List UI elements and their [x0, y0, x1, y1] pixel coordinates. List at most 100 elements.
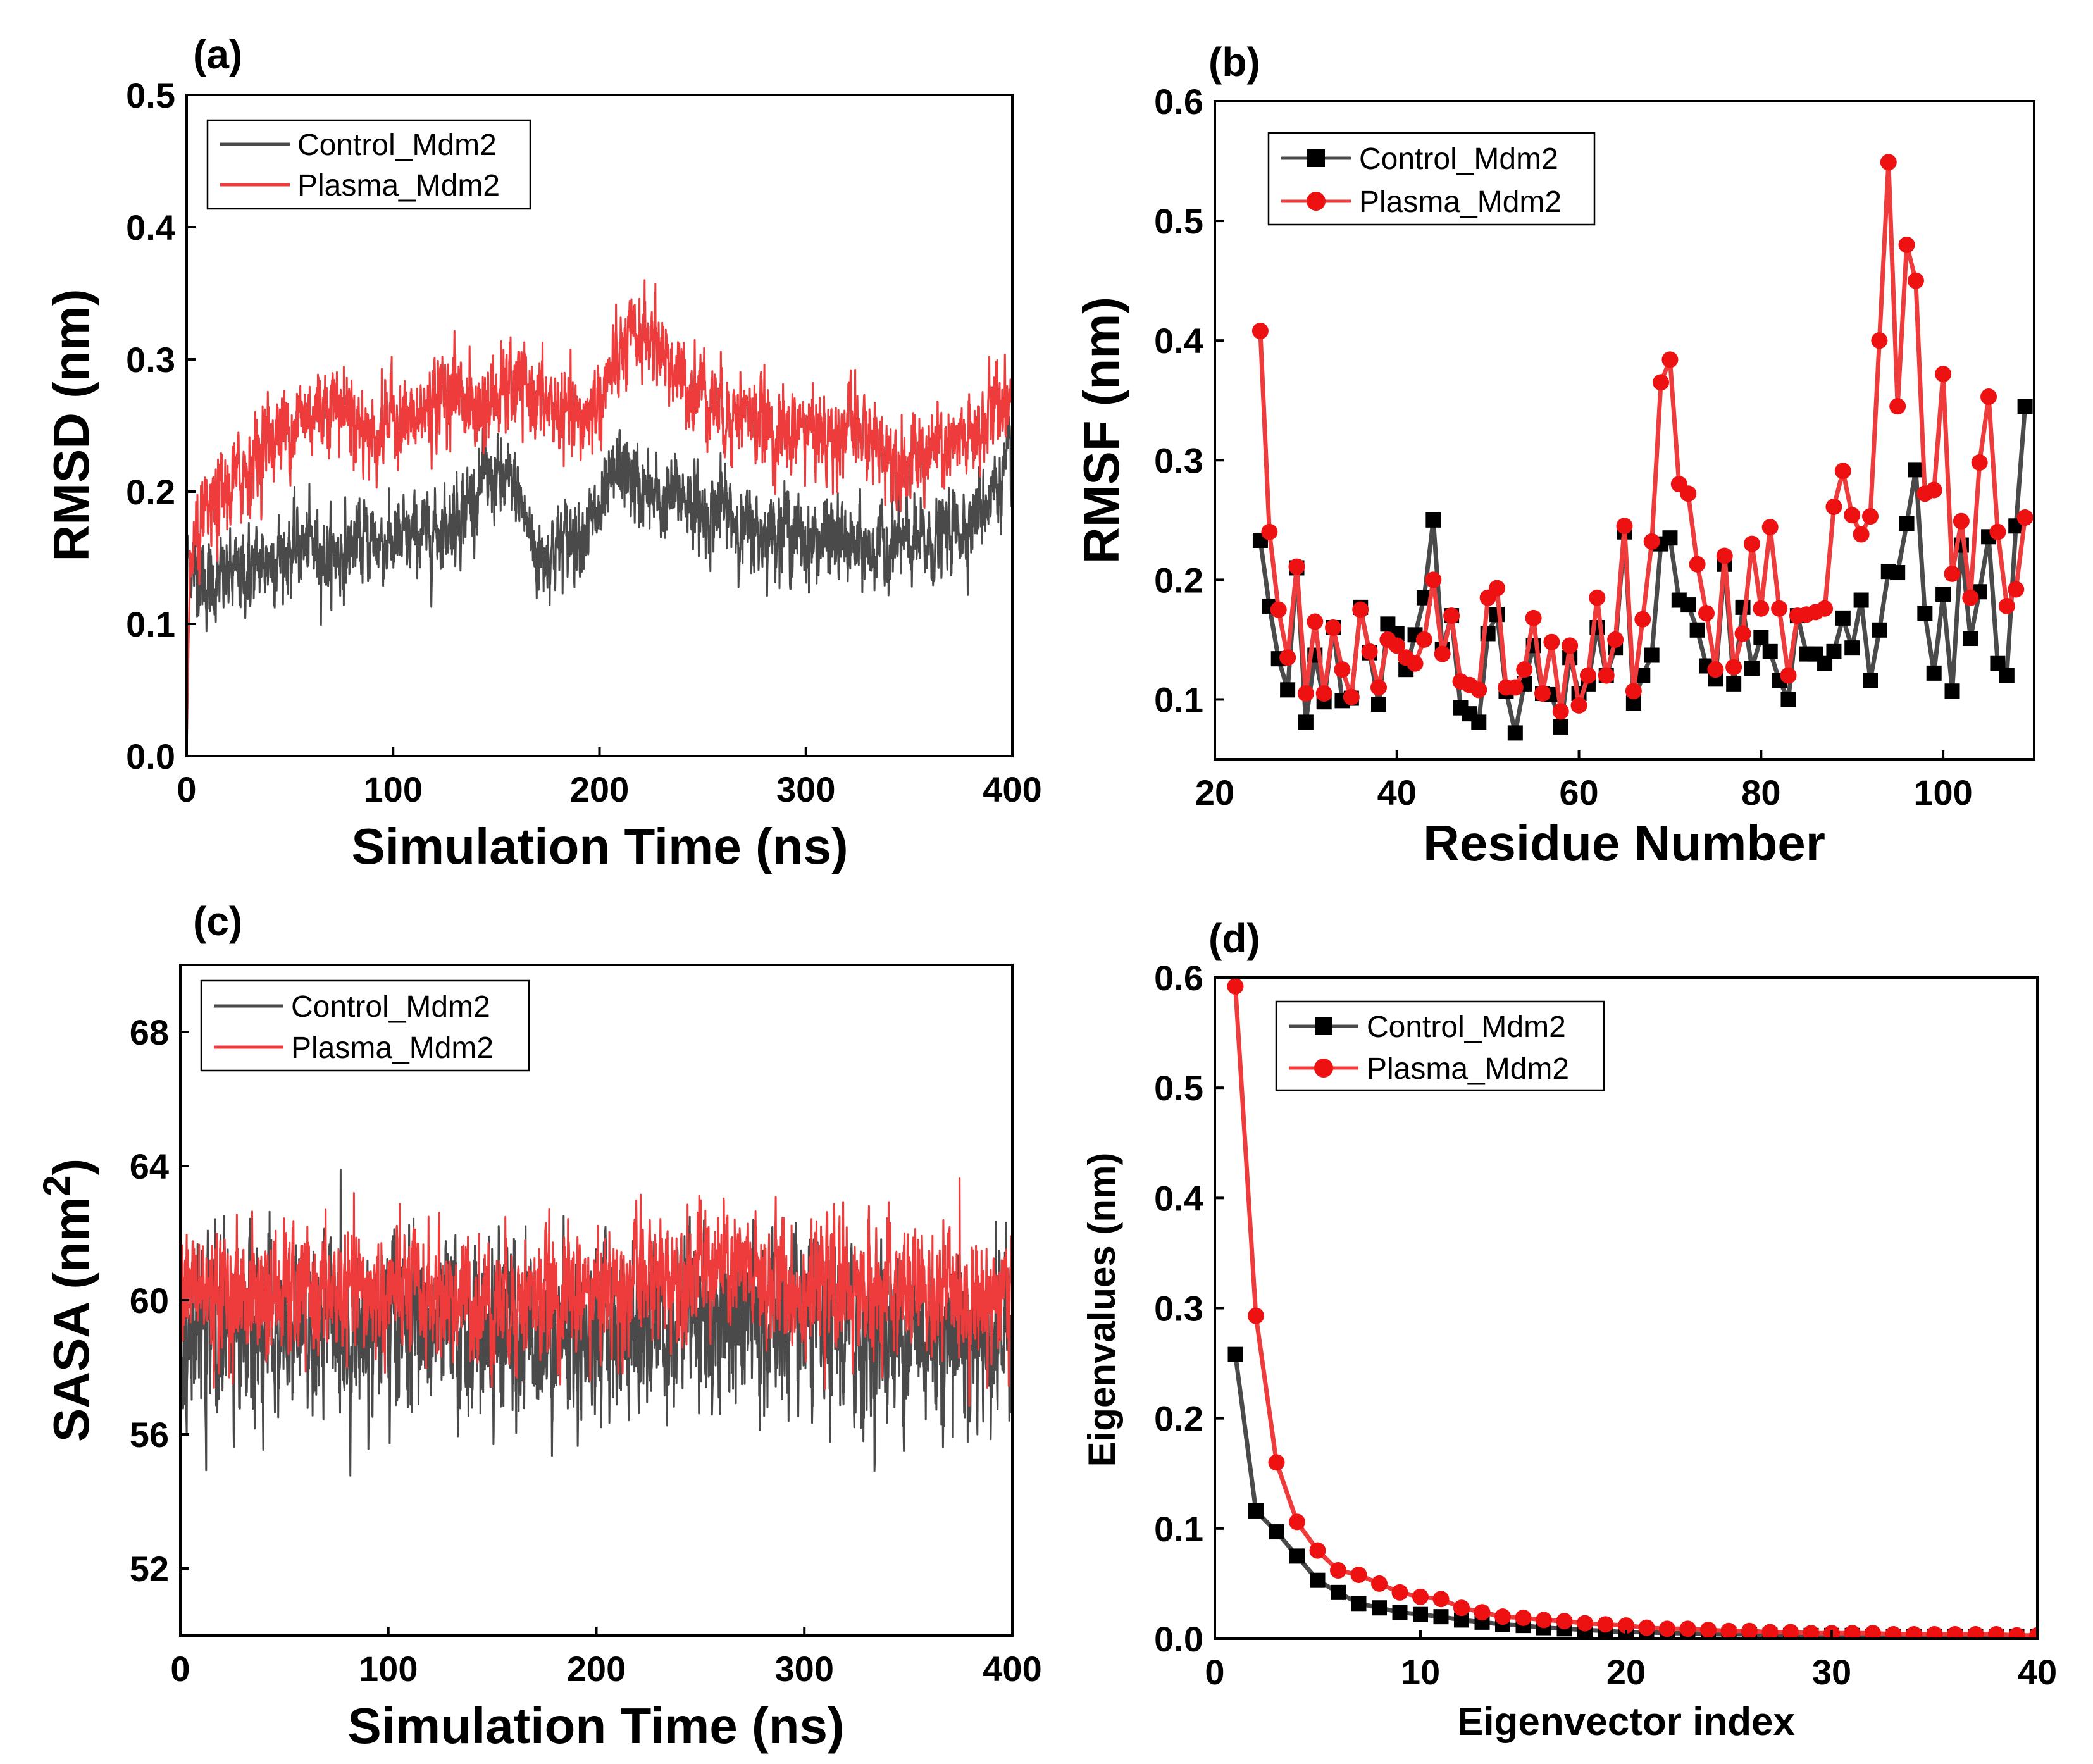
- panel-b-ytick-label: 0.3: [1154, 440, 1203, 480]
- panel-c-ylabel-sup: 2: [35, 1176, 78, 1196]
- panel-b-rmsf: (b) 20 40 60 80 100 0.1 0.2 0.3 0.4 0.5 0.6 Residu…: [1073, 39, 2035, 871]
- panel-d-point-plasma: [2008, 1627, 2025, 1639]
- panel-d-point-plasma: [1536, 1612, 1552, 1629]
- panel-d-legend-plasma-marker: [1314, 1059, 1333, 1078]
- panel-d-point-plasma: [1597, 1616, 1614, 1633]
- panel-b-point-plasma: [1589, 589, 1606, 606]
- panel-d-point-plasma: [1453, 1599, 1470, 1617]
- panel-d-point-plasma: [1679, 1620, 1696, 1637]
- panel-d-point-plasma: [1885, 1626, 1902, 1639]
- panel-a-ytick-label: 0.2: [126, 472, 175, 512]
- panel-b-ytick-label: 0.4: [1154, 321, 1203, 361]
- panel-c-ytick-label: 60: [130, 1281, 169, 1320]
- panel-d-legend-control: Control_Mdm2: [1367, 1010, 1566, 1044]
- panel-b-point-plasma: [1407, 655, 1424, 672]
- panel-b-point-control: [1280, 682, 1296, 698]
- panel-c-xtick-label: 300: [775, 1649, 834, 1689]
- panel-a-xtick-label: 0: [177, 769, 196, 809]
- panel-b-point-plasma: [1862, 508, 1879, 525]
- panel-b-xtick-label: 40: [1377, 773, 1417, 812]
- panel-b-point-plasma: [1653, 374, 1670, 391]
- panel-b-legend-plasma: Plasma_Mdm2: [1359, 185, 1562, 219]
- panel-b-legend-control-marker: [1307, 149, 1325, 167]
- panel-d-point-plasma: [1865, 1625, 1881, 1639]
- panel-b-point-plasma: [1971, 454, 1988, 471]
- panel-b-point-plasma: [1261, 523, 1278, 540]
- panel-b-point-plasma: [1361, 643, 1378, 660]
- panel-b-point-plasma: [1425, 571, 1442, 588]
- panel-d-point-plasma: [1803, 1625, 1820, 1639]
- panel-a-legend-box: [206, 119, 531, 210]
- panel-a-xtick-label: 100: [364, 769, 423, 809]
- panel-b-point-plasma: [1343, 688, 1360, 705]
- panel-a-xtick-label: 200: [570, 769, 629, 809]
- panel-d-series-plasma: [1233, 986, 2037, 1638]
- panel-b-point-control: [1899, 516, 1915, 531]
- panel-d-point-control: [1413, 1606, 1428, 1622]
- panel-a-legend-plasma: Plasma_Mdm2: [297, 169, 500, 202]
- panel-d-point-plasma: [1761, 1624, 1779, 1639]
- panel-a-rmsd: (a) 0 100 200 300 400 0.0 0.1 0.2 0.3 0.4 0.5 Simu…: [43, 32, 1042, 874]
- panel-c-ytick-label: 68: [130, 1012, 169, 1052]
- panel-d-ytick-label: 0.3: [1154, 1289, 1203, 1329]
- panel-a-xlabel: Simulation Time (ns): [351, 818, 848, 874]
- panel-b-point-plasma: [1415, 631, 1432, 648]
- panel-b-point-plasma: [1844, 507, 1861, 524]
- panel-a-legend: Control_Mdm2 Plasma_Mdm2: [206, 119, 531, 210]
- panel-d-ytick-label: 0.5: [1154, 1068, 1203, 1108]
- panel-b-point-control: [1762, 643, 1778, 659]
- panel-b-point-plasma: [1598, 667, 1615, 684]
- panel-c-ylabel-end: ): [43, 1158, 99, 1176]
- panel-b-point-plasma: [1443, 607, 1460, 624]
- panel-b-point-plasma: [1825, 499, 1842, 516]
- panel-d-ylabel: Eigenvalues (nm): [1081, 1153, 1123, 1467]
- panel-b-legend-box: [1267, 132, 1596, 226]
- panel-b-label: (b): [1208, 39, 1260, 85]
- panel-b-point-control: [1853, 592, 1869, 608]
- panel-b-point-plasma: [1552, 703, 1569, 720]
- panel-b-point-plasma: [1489, 580, 1506, 597]
- panel-b-xtick-label: 80: [1741, 773, 1780, 812]
- panel-b-point-plasma: [1925, 481, 1942, 499]
- panel-d-point-plasma: [1618, 1617, 1634, 1634]
- panel-b-point-plasma: [2016, 509, 2034, 526]
- panel-b-point-control: [1689, 622, 1705, 638]
- panel-d-point-control: [1372, 1600, 1387, 1616]
- panel-d-point-plasma: [1844, 1625, 1861, 1639]
- panel-b-point-plasma: [1871, 332, 1888, 349]
- panel-d-point-plasma: [1391, 1584, 1408, 1601]
- panel-d-point-plasma: [1782, 1624, 1799, 1639]
- panel-a-series-control: [187, 416, 1012, 633]
- panel-a-ytick-label: 0.0: [126, 736, 175, 776]
- panel-b-point-control: [1826, 643, 1842, 659]
- panel-b-point-plasma: [1817, 600, 1834, 617]
- panel-b-point-control: [1872, 622, 1887, 638]
- panel-d-point-plasma: [1556, 1613, 1573, 1630]
- panel-c-legend: Control_Mdm2 Plasma_Mdm2: [200, 979, 530, 1072]
- panel-b-point-control: [1844, 640, 1860, 656]
- panel-c-ytick-label: 64: [130, 1146, 169, 1186]
- panel-d-point-plasma: [1494, 1608, 1511, 1625]
- panel-c-ytick-label: 52: [130, 1549, 169, 1589]
- panel-b-point-plasma: [1634, 611, 1651, 628]
- panel-c-series-plasma: [180, 1177, 1012, 1407]
- panel-d-point-plasma: [1700, 1622, 1717, 1639]
- panel-b-point-plasma: [1734, 625, 1751, 642]
- panel-c-legend-box: [200, 979, 530, 1072]
- panel-b-legend-plasma-marker: [1307, 192, 1326, 211]
- panel-b-point-plasma: [1689, 556, 1706, 573]
- panel-b-point-plasma: [1907, 272, 1924, 289]
- panel-c-xtick-label: 200: [567, 1649, 626, 1689]
- panel-b-point-plasma: [1680, 485, 1697, 502]
- panel-b-point-plasma: [1516, 661, 1533, 678]
- panel-b-point-control: [1662, 530, 1678, 546]
- panel-d-point-plasma: [1926, 1626, 1943, 1639]
- panel-b-point-plasma: [1853, 526, 1870, 543]
- panel-b-point-control: [1371, 697, 1386, 712]
- panel-d-point-plasma: [1967, 1626, 1984, 1639]
- panel-d-xtick-label: 20: [1606, 1652, 1646, 1692]
- panel-d-point-control: [1433, 1609, 1449, 1625]
- panel-b-point-plasma: [1525, 609, 1542, 626]
- panel-a-series-plasma: [187, 279, 1012, 756]
